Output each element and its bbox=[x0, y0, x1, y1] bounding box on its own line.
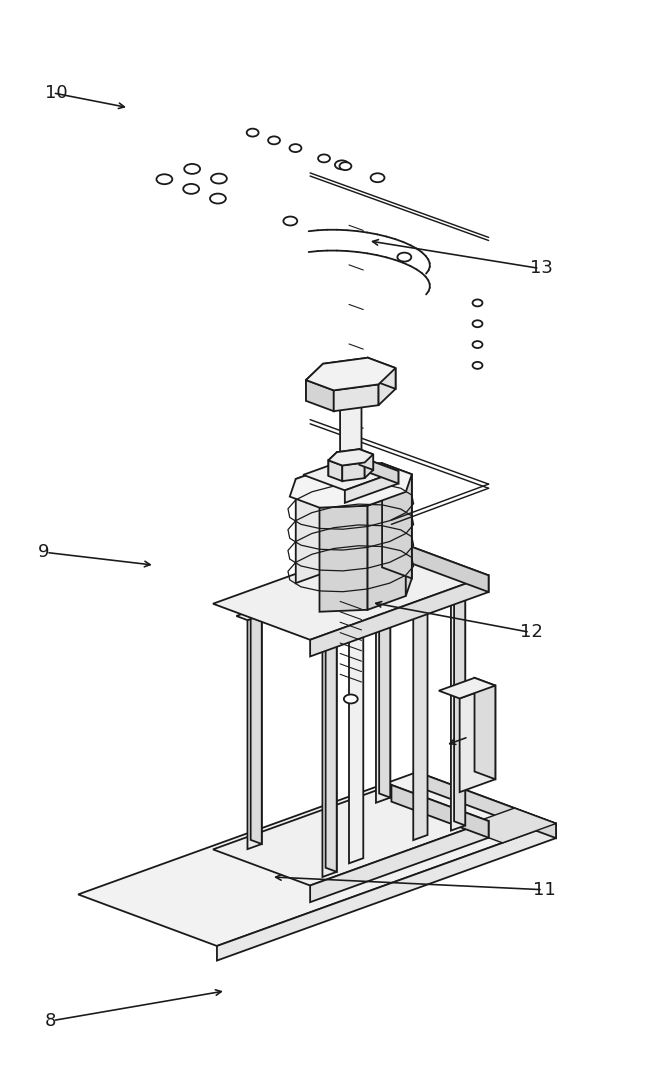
Polygon shape bbox=[329, 450, 373, 466]
Polygon shape bbox=[349, 629, 363, 864]
Polygon shape bbox=[213, 785, 488, 885]
Polygon shape bbox=[303, 456, 398, 490]
Polygon shape bbox=[306, 357, 396, 391]
Polygon shape bbox=[248, 615, 261, 849]
Polygon shape bbox=[379, 368, 396, 406]
Polygon shape bbox=[439, 678, 496, 699]
Ellipse shape bbox=[156, 174, 172, 185]
Polygon shape bbox=[475, 678, 496, 779]
Polygon shape bbox=[237, 611, 261, 620]
Polygon shape bbox=[368, 491, 406, 609]
Polygon shape bbox=[306, 364, 323, 401]
Polygon shape bbox=[376, 569, 391, 803]
Polygon shape bbox=[417, 771, 556, 838]
Polygon shape bbox=[379, 564, 391, 797]
Polygon shape bbox=[323, 643, 336, 877]
Polygon shape bbox=[454, 592, 466, 825]
Polygon shape bbox=[323, 357, 368, 384]
Polygon shape bbox=[334, 464, 382, 570]
Polygon shape bbox=[342, 462, 364, 481]
Ellipse shape bbox=[335, 160, 349, 170]
Text: 13: 13 bbox=[529, 260, 552, 278]
Polygon shape bbox=[382, 464, 412, 578]
Polygon shape bbox=[325, 638, 336, 872]
Polygon shape bbox=[357, 456, 398, 484]
Polygon shape bbox=[213, 540, 488, 640]
Text: 11: 11 bbox=[533, 881, 556, 899]
Polygon shape bbox=[451, 597, 466, 831]
Ellipse shape bbox=[183, 183, 199, 194]
Ellipse shape bbox=[246, 129, 259, 136]
Polygon shape bbox=[359, 450, 373, 470]
Polygon shape bbox=[217, 824, 556, 960]
Polygon shape bbox=[345, 471, 398, 503]
Polygon shape bbox=[460, 686, 496, 792]
Polygon shape bbox=[306, 380, 334, 411]
Polygon shape bbox=[334, 384, 379, 411]
Ellipse shape bbox=[284, 217, 297, 225]
Polygon shape bbox=[365, 564, 391, 574]
Ellipse shape bbox=[318, 155, 330, 162]
Polygon shape bbox=[319, 505, 368, 612]
Ellipse shape bbox=[344, 694, 358, 704]
Polygon shape bbox=[413, 606, 428, 840]
Ellipse shape bbox=[340, 162, 351, 171]
Polygon shape bbox=[310, 575, 488, 657]
Polygon shape bbox=[337, 450, 359, 468]
Ellipse shape bbox=[268, 136, 280, 145]
Text: 9: 9 bbox=[38, 543, 50, 561]
Polygon shape bbox=[461, 808, 556, 843]
Polygon shape bbox=[329, 452, 337, 476]
Polygon shape bbox=[368, 357, 396, 388]
Ellipse shape bbox=[473, 362, 482, 369]
Ellipse shape bbox=[473, 320, 482, 327]
Polygon shape bbox=[250, 611, 261, 844]
Polygon shape bbox=[289, 464, 412, 508]
Ellipse shape bbox=[210, 193, 226, 204]
Polygon shape bbox=[406, 474, 412, 596]
Polygon shape bbox=[310, 821, 488, 902]
Polygon shape bbox=[329, 460, 342, 481]
Ellipse shape bbox=[211, 174, 227, 183]
Text: 8: 8 bbox=[45, 1012, 56, 1030]
Polygon shape bbox=[440, 592, 466, 602]
Text: 10: 10 bbox=[45, 84, 67, 102]
Polygon shape bbox=[391, 785, 488, 838]
Polygon shape bbox=[78, 771, 556, 946]
Polygon shape bbox=[391, 540, 488, 592]
Polygon shape bbox=[311, 638, 336, 648]
Polygon shape bbox=[364, 454, 373, 479]
Ellipse shape bbox=[397, 252, 411, 262]
Polygon shape bbox=[296, 466, 334, 583]
Ellipse shape bbox=[473, 341, 482, 348]
Ellipse shape bbox=[185, 164, 200, 174]
Ellipse shape bbox=[370, 173, 385, 182]
Text: 12: 12 bbox=[520, 623, 543, 642]
Ellipse shape bbox=[289, 144, 301, 152]
Polygon shape bbox=[340, 386, 361, 476]
Ellipse shape bbox=[473, 299, 482, 307]
